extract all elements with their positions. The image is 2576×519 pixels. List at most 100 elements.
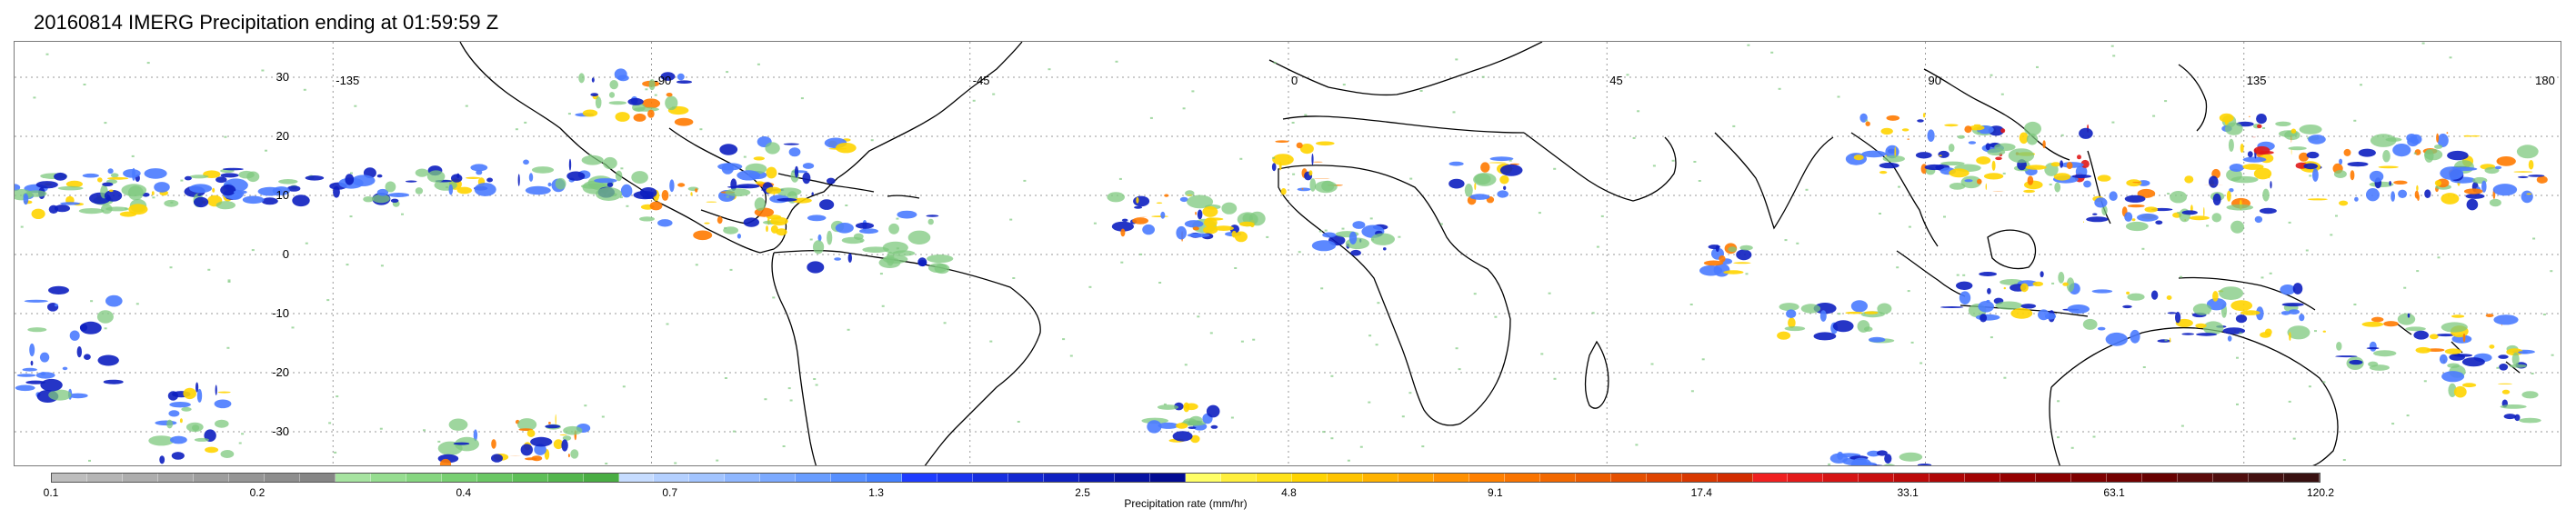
colorbar-swatch	[2000, 474, 2037, 482]
precip-speck	[261, 69, 265, 72]
precip-speck	[2421, 42, 2425, 45]
precip-cell	[2516, 145, 2539, 159]
precip-cell	[2518, 351, 2529, 354]
precip-speck	[465, 105, 468, 107]
precip-cell	[2312, 168, 2319, 182]
precip-speck	[2416, 270, 2420, 273]
colorbar-swatch	[2107, 474, 2143, 482]
precip-cell	[2229, 188, 2234, 193]
precip-cell	[753, 156, 765, 161]
precip-speck	[2496, 366, 2500, 369]
colorbar-swatch	[1717, 474, 1753, 482]
precip-speck	[2002, 172, 2006, 175]
precip-cell	[2226, 190, 2231, 202]
precip-cell	[2040, 271, 2044, 278]
precip-cell	[155, 420, 177, 426]
precip-cell	[2211, 213, 2222, 223]
precip-speck	[2110, 45, 2114, 47]
precip-cell	[1497, 190, 1509, 198]
precip-cell	[1308, 170, 1313, 176]
precip-cell	[2292, 283, 2303, 294]
precip-cell	[2498, 354, 2509, 359]
precip-cell	[2308, 135, 2326, 145]
precip-cell	[2382, 150, 2391, 163]
precip-cell	[1882, 155, 1905, 163]
precip-cell	[1120, 228, 1126, 237]
colorbar-swatch	[1327, 474, 1363, 482]
precip-cell	[523, 159, 529, 165]
precip-cell	[2010, 307, 2033, 319]
precip-cell	[69, 330, 80, 341]
precip-cell	[1132, 217, 1148, 225]
precip-cell	[2501, 389, 2511, 394]
precip-cell	[2219, 286, 2244, 300]
precip-cell	[802, 163, 815, 169]
precip-speck	[800, 97, 804, 100]
precip-cell	[534, 444, 546, 455]
precip-cell	[2124, 195, 2146, 203]
precip-cell	[1736, 249, 1752, 261]
precip-cell	[545, 424, 561, 429]
precip-speck	[2406, 414, 2410, 417]
precip-speck	[1784, 239, 1788, 242]
precip-cell	[2306, 151, 2320, 159]
precip-cell	[1850, 457, 1872, 465]
coastline-north-america	[459, 42, 1023, 254]
precip-cell	[777, 197, 797, 202]
precip-cell	[2248, 115, 2250, 117]
precip-cell	[261, 197, 278, 205]
precip-speck	[989, 340, 993, 343]
precip-cell	[217, 391, 231, 394]
precip-cell	[2082, 318, 2098, 330]
latitude-label: -10	[272, 306, 289, 320]
precip-speck	[699, 128, 703, 131]
precip-cell	[192, 424, 200, 432]
precip-cell	[1183, 402, 1190, 413]
precip-cell	[1867, 450, 1880, 457]
precip-cell	[79, 324, 88, 332]
precip-cell	[1136, 196, 1139, 204]
colorbar-swatch	[1681, 474, 1718, 482]
precip-speck	[815, 384, 818, 386]
precip-cell	[615, 112, 630, 122]
precip-speck	[379, 427, 383, 430]
precip-cell	[2281, 303, 2304, 307]
precip-speck	[757, 63, 760, 65]
precip-cell	[766, 225, 768, 233]
precip-cell	[566, 171, 586, 181]
precip-cell	[48, 205, 59, 214]
precip-cell	[1142, 224, 1155, 235]
colorbar-swatch	[1859, 474, 1895, 482]
precip-cell	[737, 234, 742, 239]
precip-cell	[737, 170, 761, 181]
precip-speck	[1234, 267, 1238, 269]
precip-speck	[1273, 62, 1277, 65]
precip-cell	[1869, 336, 1886, 343]
precip-speck	[789, 399, 793, 402]
precip-cell	[2101, 205, 2108, 215]
precip-cell	[25, 190, 47, 197]
longitude-label: -135	[336, 74, 359, 87]
precip-cell	[1915, 152, 1932, 159]
precip-cell	[2446, 132, 2449, 135]
precip-cell	[1938, 150, 1950, 158]
precip-cell	[2137, 188, 2156, 198]
precip-cell	[2389, 181, 2391, 186]
precipitation-map[interactable]: -135 -90 -45 0 45 90 135 180 30 20 10 0 -10 -20 -30	[14, 41, 2561, 466]
precip-cell	[2157, 339, 2171, 343]
precip-cell	[907, 230, 931, 245]
precip-speck	[291, 326, 295, 329]
precip-speck	[1047, 68, 1051, 71]
precip-cell	[1939, 155, 1942, 156]
precip-cell	[2181, 210, 2198, 215]
precip-cell	[1813, 303, 1837, 314]
colorbar-swatch	[512, 474, 548, 482]
precip-speck	[1990, 74, 1993, 76]
precip-speck	[1548, 292, 1551, 294]
precip-speck	[2167, 193, 2170, 195]
precip-cell	[476, 170, 483, 175]
precip-speck	[2057, 436, 2060, 439]
precip-speck	[881, 304, 885, 307]
precip-cell	[2358, 148, 2376, 157]
precip-cell	[1316, 141, 1335, 146]
